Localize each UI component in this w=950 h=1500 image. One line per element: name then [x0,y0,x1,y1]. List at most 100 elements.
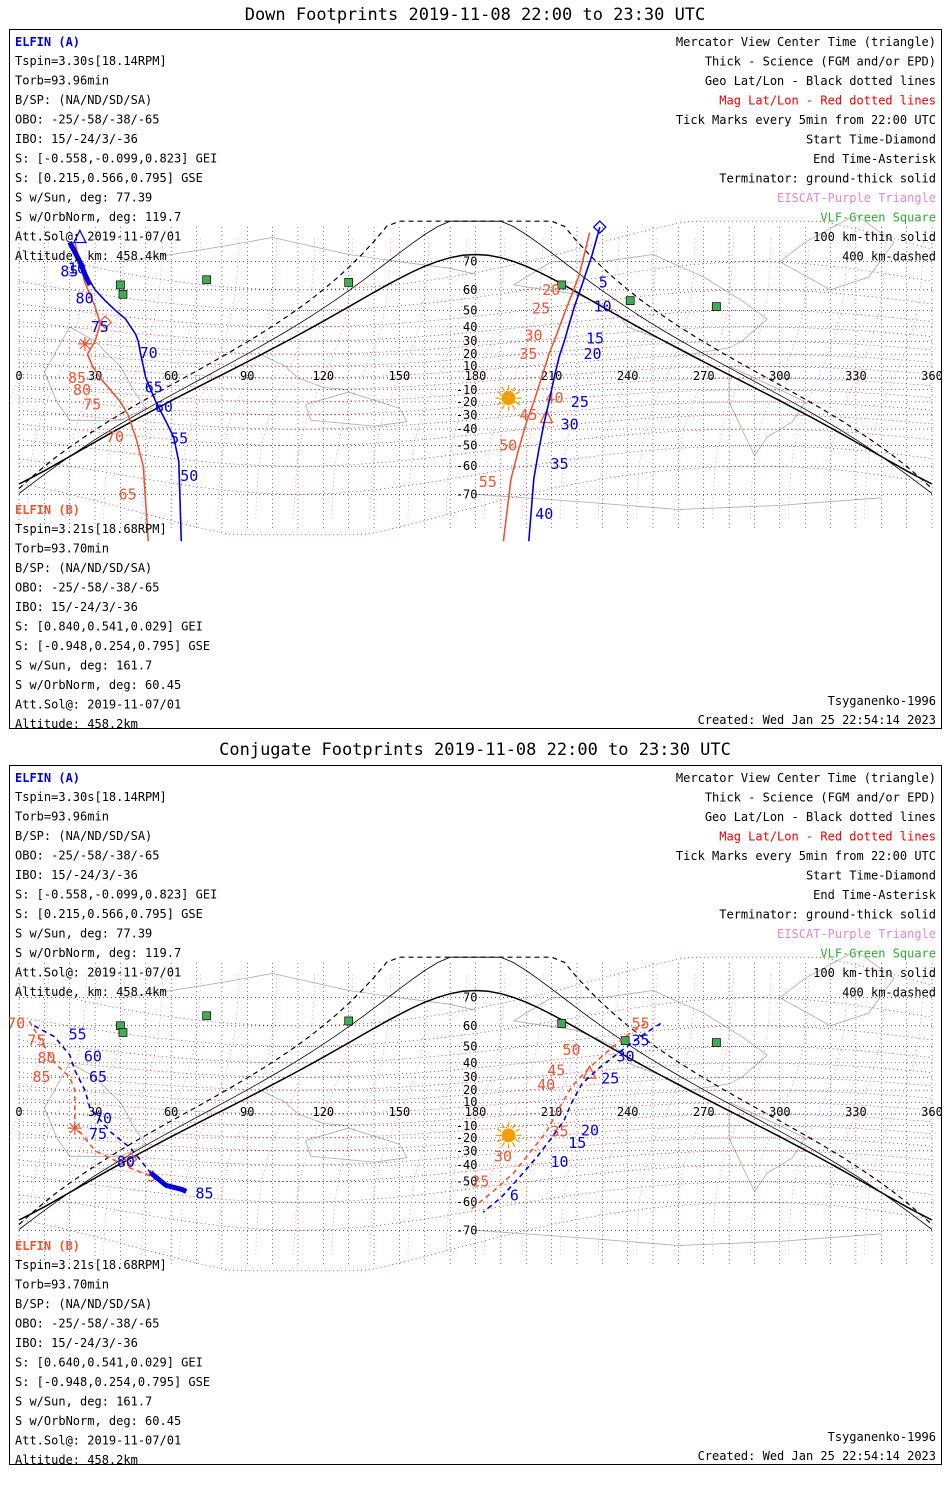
x-tick-label: 30 [88,369,102,383]
elfin-a-info-line: S: [0.215,0.566,0.795] GSE [15,907,203,921]
sun-ray [501,386,506,392]
legend-entry: Start Time-Diamond [806,133,936,147]
elfin-a-label: ELFIN (A) [15,771,80,785]
elfin-b-second-pass-tick-label: 25 [471,1173,489,1191]
elfin-a-science-segment [67,241,93,286]
elfin-a-tick-label: 85 [195,1184,213,1202]
elfin-a-info-line: Att.Sol@: 2019-11-07/01 [15,966,181,980]
legend-entry: Terminator: ground-thick solid [719,172,936,186]
elfin-a-tick-label: 70 [94,1110,112,1128]
mag-parallel [18,389,933,416]
elfin-b-info-line: Tspin=3.21s[18.68RPM] [15,522,167,536]
x-tick-label: 330 [845,369,867,383]
elfin-b-label: ELFIN (B) [15,1239,80,1253]
elfin-a-second-pass-tick-label: 35 [632,1032,650,1050]
elfin-b-info-line: S w/Sun, deg: 161.7 [15,659,152,673]
x-tick-label: 30 [88,1105,102,1119]
mag-meridian [369,237,430,519]
mag-meridian [27,973,87,1255]
legend-entry: Thick - Science (FGM and/or EPD) [705,791,936,805]
elfin-a-second-pass-tick-label: 5 [599,273,608,291]
elfin-b-tick-label: 65 [119,485,137,503]
y-tick-label: -30 [456,1144,478,1158]
elfin-a-info-line: B/SP: (NA/ND/SD/SA) [15,93,152,107]
mag-meridian [597,973,658,1255]
legend-entry: Tick Marks every 5min from 22:00 UTC [676,849,936,863]
elfin-a-tick-label: 80 [117,1153,135,1171]
elfin-b-info-line: S w/Sun, deg: 161.7 [15,1395,152,1409]
y-tick-label: 40 [463,320,477,334]
legend-entry: End Time-Asterisk [813,888,937,902]
elfin-a-second-pass-tick-label: 30 [561,416,579,434]
elfin-a-center-triangle [72,229,87,244]
elfin-a-tick-label: 70 [140,344,158,362]
elfin-a-info-line: Altitude, km: 458.4km [15,985,167,999]
elfin-b-info-line: Torb=93.70min [15,542,109,556]
elfin-a-tick-label: 55 [170,430,188,448]
elfin-b-info-line: Att.Sol@: 2019-11-07/01 [15,1434,181,1448]
y-tick-label: 20 [463,1083,477,1097]
x-tick-label: 240 [617,369,639,383]
elfin-a-second-pass-tick-label: 40 [535,505,553,523]
y-tick-label: -50 [456,439,478,453]
elfin-b-info-line: B/SP: (NA/ND/SD/SA) [15,561,152,575]
elfin-a-info-line: Torb=93.96min [15,74,109,88]
vlf-station-marker [344,278,354,287]
mag-meridian [9,973,49,1138]
elfin-b-second-pass-tick-label: 35 [551,1123,569,1141]
mag-meridian [521,973,582,1255]
mag-meridian [369,973,430,1255]
terminator-400km [18,220,933,490]
elfin-b-second-pass-tick-label: 55 [632,1014,650,1032]
mag-meridian [103,237,163,519]
legend-entry: End Time-Asterisk [813,152,937,166]
elfin-a-second-pass-tick-label: 20 [581,1122,599,1140]
y-tick-label: 50 [463,303,477,317]
model-label: Tsyganenko-1996 [828,694,936,708]
mag-meridian [217,237,278,519]
sun-ray [496,1128,502,1132]
mag-meridian [407,973,468,1255]
mag-parallel [18,309,933,342]
mag-parallel [18,401,933,430]
mag-parallel [18,1137,933,1166]
sun-ray [511,1123,516,1129]
x-tick-label: 300 [769,1105,791,1119]
mag-parallel [18,1125,933,1152]
mag-meridian [483,973,544,1255]
elfin-a-info-line: Tspin=3.30s[18.14RPM] [15,54,167,68]
elfin-b-end-asterisk [77,336,92,351]
mag-meridian [712,973,772,1255]
x-tick-label: 150 [389,1105,411,1119]
elfin-b-label: ELFIN (B) [15,503,80,517]
elfin-a-second-pass-track [528,226,601,542]
vlf-station-marker [116,280,125,290]
mag-meridian [293,237,354,519]
mag-meridian [788,237,848,519]
legend-entry: EISCAT-Purple Triangle [777,191,936,205]
panel-1-title: Down Footprints 2019-11-08 22:00 to 23:3… [244,5,706,25]
y-tick-label: -60 [456,459,478,473]
mag-parallel [18,1164,933,1203]
legend-entry: Tick Marks every 5min from 22:00 UTC [676,113,936,127]
elfin-a-label: ELFIN (A) [15,35,80,49]
legend-entry: VLF-Green Square [820,947,936,961]
elfin-a-info-line: IBO: 15/-24/3/-36 [15,132,138,146]
x-tick-label: 360 [921,1105,942,1119]
mag-parallel [18,1201,933,1272]
elfin-b-tick-label: 70 [9,1014,25,1032]
sun-icon [501,391,516,406]
vlf-station-marker [118,289,128,299]
elfin-a-tick-label: 65 [89,1068,107,1086]
mag-parallel [18,353,933,379]
elfin-a-info-line: OBO: -25/-58/-38/-65 [15,849,160,863]
elfin-b-info-line: Altitude: 458.2km [15,717,138,729]
vlf-station-marker [202,1011,212,1021]
elfin-b-second-pass-tick-label: 30 [494,1147,512,1165]
created-timestamp: Created: Wed Jan 25 22:54:14 2023 [698,713,936,727]
elfin-a-info-line: S w/OrbNorm, deg: 119.7 [15,946,181,960]
mag-meridian [445,973,506,1255]
mag-parallel [18,1113,933,1139]
elfin-a-info-line: S w/OrbNorm, deg: 119.7 [15,210,181,224]
mag-parallel [18,1089,933,1115]
